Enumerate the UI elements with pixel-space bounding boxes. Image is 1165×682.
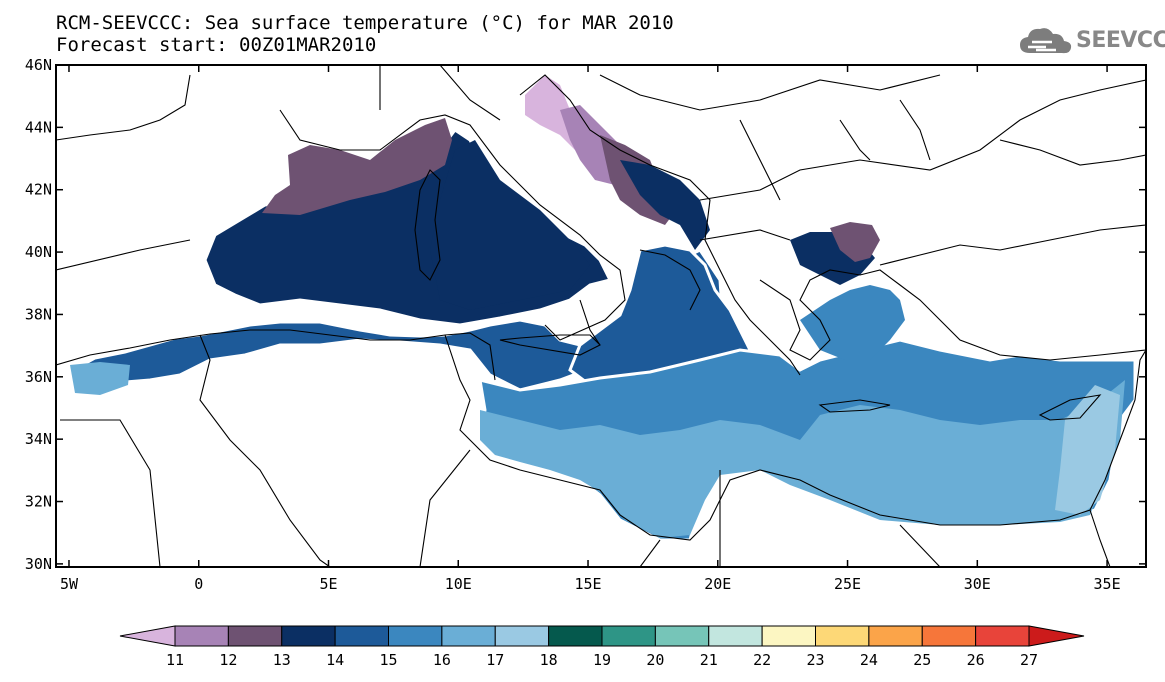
- sst-region-aegean-16: [800, 285, 905, 360]
- lat-tick-label: 46N: [25, 56, 52, 74]
- colorbar-label: 19: [593, 651, 611, 669]
- colorbar-label: 23: [806, 651, 824, 669]
- colorbar-label: 15: [379, 651, 397, 669]
- colorbar-swatch: [334, 625, 389, 647]
- map-title: RCM-SEEVCCC: Sea surface temperature (°C…: [56, 12, 674, 34]
- colorbar-label: 20: [646, 651, 664, 669]
- seevccc-logo: SEEVCCC: [1018, 25, 1165, 59]
- colorbar-swatch: [227, 625, 283, 647]
- lon-tick-label: 5W: [60, 575, 79, 593]
- colorbar-lower-extend: [119, 625, 176, 647]
- lon-tick-label: 35E: [1094, 575, 1121, 593]
- sst-field: [68, 75, 1137, 542]
- colorbar-swatch: [388, 625, 443, 647]
- lat-tick-label: 34N: [25, 430, 52, 448]
- lat-tick-label: 32N: [25, 493, 52, 511]
- colorbar-label: 25: [913, 651, 931, 669]
- cloud-icon: [1020, 28, 1072, 54]
- colorbar-swatch: [708, 625, 763, 647]
- sst-region-lion-13: [262, 118, 452, 215]
- map-frame: [55, 64, 1147, 568]
- colorbar-swatch: [921, 625, 977, 647]
- colorbar-swatch: [281, 625, 336, 647]
- colorbar: 11 12 13 14 15 16 17 18 19 20 21 22 23 24 25 26 27: [119, 625, 1085, 669]
- colorbar-label: 24: [860, 651, 878, 669]
- colorbar-label: 12: [219, 651, 237, 669]
- colorbar-label: 13: [273, 651, 291, 669]
- lat-tick-label: 38N: [25, 305, 52, 323]
- colorbar-label: 16: [433, 651, 451, 669]
- colorbar-label: 27: [1020, 651, 1038, 669]
- latitude-axis: 46N 44N 42N 40N 38N 36N 34N 32N 30N: [25, 56, 1146, 573]
- colorbar-label: 22: [753, 651, 771, 669]
- colorbar-upper-extend: [1028, 625, 1085, 647]
- forecast-start-label: Forecast start: 00Z01MAR2010: [56, 34, 377, 56]
- colorbar-swatch: [494, 625, 550, 647]
- lat-tick-label: 40N: [25, 243, 52, 261]
- colorbar-label: 26: [967, 651, 985, 669]
- colorbar-swatch: [815, 625, 870, 647]
- lat-tick-label: 44N: [25, 118, 52, 136]
- sst-region-levant-17: [480, 380, 1125, 538]
- lon-tick-label: 0: [194, 575, 203, 593]
- colorbar-swatch: [761, 625, 816, 647]
- colorbar-swatch: [601, 625, 656, 647]
- colorbar-label: 17: [486, 651, 504, 669]
- lon-tick-label: 10E: [445, 575, 472, 593]
- colorbar-swatch: [441, 625, 496, 647]
- sst-region-aegean-13: [830, 222, 880, 262]
- colorbar-swatch: [654, 625, 710, 647]
- coastlines: [56, 65, 1146, 567]
- colorbar-label: 11: [166, 651, 184, 669]
- colorbar-swatch: [975, 625, 1030, 647]
- sst-region-west-16: [70, 362, 130, 395]
- lon-tick-label: 20E: [704, 575, 731, 593]
- colorbar-label: 14: [326, 651, 344, 669]
- sst-region-adriatic-11: [525, 75, 580, 150]
- colorbar-swatch: [174, 625, 229, 647]
- lon-tick-label: 5E: [319, 575, 337, 593]
- colorbar-label: 21: [700, 651, 718, 669]
- lon-tick-label: 30E: [964, 575, 991, 593]
- lat-tick-label: 30N: [25, 555, 52, 573]
- colorbar-swatch: [868, 625, 923, 647]
- lat-tick-label: 42N: [25, 181, 52, 199]
- lon-tick-label: 25E: [834, 575, 861, 593]
- longitude-axis: 5W 0 5E 10E 15E 20E 25E 30E 35E: [60, 65, 1121, 593]
- sst-region-tyrrhenian-14: [430, 140, 590, 310]
- colorbar-swatch: [548, 625, 603, 647]
- lat-tick-label: 36N: [25, 368, 52, 386]
- sst-region-adriatic-14: [620, 160, 710, 250]
- logo-text: SEEVCCC: [1076, 28, 1165, 53]
- colorbar-label: 18: [540, 651, 558, 669]
- lon-tick-label: 15E: [574, 575, 601, 593]
